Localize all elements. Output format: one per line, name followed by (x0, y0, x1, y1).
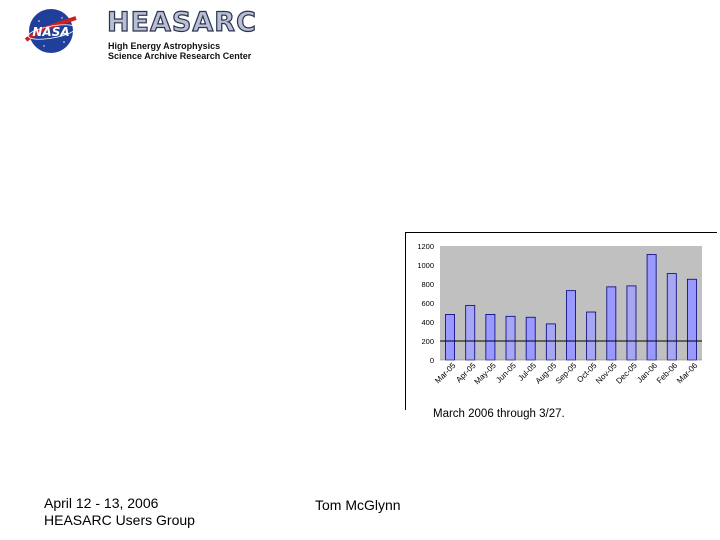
x-tick-label: Aug-05 (534, 361, 559, 386)
heasarc-title: HEASARC (106, 7, 257, 38)
footer-event-info: April 12 - 13, 2006 HEASARC Users Group (44, 495, 195, 529)
bar (545, 323, 556, 361)
bar (606, 286, 617, 361)
y-tick-label: 400 (421, 318, 434, 327)
bar (646, 254, 657, 361)
footer-author: Tom McGlynn (315, 497, 401, 513)
x-tick-label: Mar-05 (433, 361, 458, 386)
nasa-logo: NASA (24, 9, 77, 53)
x-tick-label: Feb-06 (655, 361, 680, 386)
y-tick-label: 0 (430, 356, 434, 365)
y-tick-label: 1000 (417, 261, 434, 270)
bar (505, 315, 516, 361)
bar (626, 285, 637, 361)
chart-caption: March 2006 through 3/27. (433, 408, 565, 420)
bar (566, 290, 576, 361)
heasarc-subtitle: High Energy Astrophysics Science Archive… (108, 41, 251, 61)
x-tick-label: Jun-05 (494, 361, 518, 385)
nasa-logo-text: NASA (32, 25, 69, 39)
y-tick-label: 1200 (417, 242, 434, 251)
x-tick-label: Dec-05 (614, 361, 639, 386)
x-tick-label: Mar-06 (675, 361, 700, 386)
y-tick-label: 800 (421, 280, 434, 289)
chart-frame: 0 200 400 600 800 1000 1200 Mar-05 Apr-05 May-05 J… (405, 232, 717, 410)
bar (586, 311, 597, 361)
bar (666, 273, 677, 361)
bar (525, 316, 536, 361)
x-tick-label: Sep-05 (554, 361, 579, 386)
footer-event: HEASARC Users Group (44, 512, 195, 528)
x-tick-label: Nov-05 (594, 361, 619, 386)
heasarc-subtitle-line1: High Energy Astrophysics (108, 41, 221, 51)
bar (686, 278, 697, 361)
monthly-bar-chart: 020040060080010001200Mar-05Apr-05May-05J… (417, 242, 702, 387)
heasarc-subtitle-line2: Science Archive Research Center (108, 51, 252, 61)
y-tick-label: 600 (421, 299, 434, 308)
footer-date: April 12 - 13, 2006 (44, 495, 159, 511)
bar (445, 314, 456, 361)
bar (465, 304, 476, 361)
bar (485, 314, 496, 361)
y-tick-label: 200 (421, 337, 434, 346)
x-tick-label: May-05 (473, 361, 499, 387)
